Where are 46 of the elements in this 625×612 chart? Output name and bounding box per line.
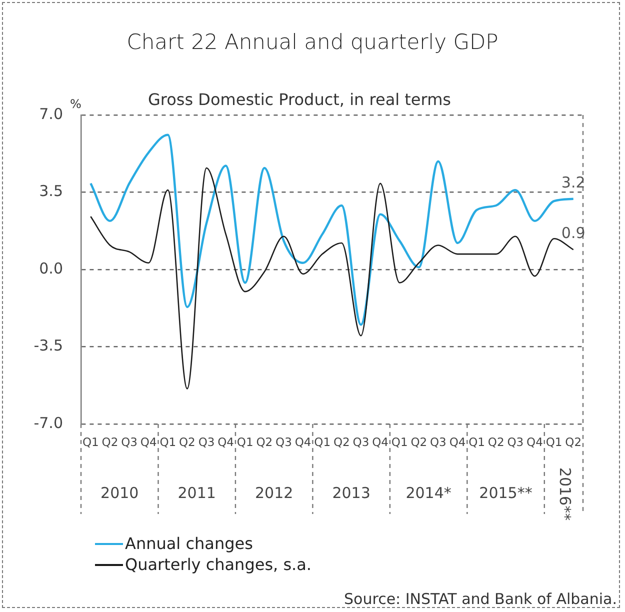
- text: 2014*: [406, 484, 452, 502]
- text: 2011: [178, 484, 216, 502]
- x-tick-label: Q3: [430, 434, 446, 449]
- y-tick-label: -3.5: [34, 336, 63, 355]
- text: 2013: [332, 484, 370, 502]
- text: 2012: [254, 484, 294, 502]
- legend-label: Annual changes: [125, 534, 253, 553]
- x-tick-label: Q1: [468, 434, 485, 449]
- y-tick-label: 3.5: [39, 182, 63, 200]
- x-tick-label: Q1: [236, 434, 254, 449]
- text: 2016**: [556, 467, 574, 522]
- y-tick-label: 7.0: [39, 104, 63, 123]
- x-tick-label: Q4: [218, 434, 234, 449]
- x-tick-label: Q1: [160, 434, 176, 449]
- x-tick-label: Q4: [449, 434, 466, 449]
- text: 2010: [100, 484, 139, 502]
- source-note: Source: INSTAT and Bank of Albania.: [344, 590, 617, 608]
- x-tick-label: Q4: [140, 434, 157, 449]
- y-axis-title: %: [70, 97, 82, 111]
- x-tick-label: Q1: [82, 434, 99, 449]
- legend-label: Quarterly changes, s.a.: [125, 555, 312, 574]
- x-tick-label: Q3: [121, 434, 138, 449]
- x-tick-label: Q3: [352, 434, 370, 449]
- x-tick-label: Q2: [333, 434, 350, 449]
- x-tick-label: Q4: [526, 434, 543, 449]
- x-tick-label: Q1: [391, 434, 408, 449]
- text: 2015**: [479, 484, 533, 502]
- chart-title: Chart 22 Annual and quarterly GDP: [126, 30, 500, 54]
- x-tick-label: Q1: [546, 434, 562, 449]
- x-tick-label: Q2: [565, 434, 582, 449]
- x-tick-label: Q3: [276, 434, 292, 449]
- data-label: 3.2: [561, 173, 586, 192]
- chart-subtitle: Gross Domestic Product, in real terms: [148, 90, 451, 109]
- x-tick-label: Q4: [294, 434, 312, 449]
- x-tick-label: Q2: [410, 434, 428, 449]
- x-tick-label: Q2: [488, 434, 504, 449]
- x-tick-label: Q2: [256, 434, 273, 449]
- x-tick-label: Q1: [314, 434, 331, 449]
- data-label: 0.9: [561, 224, 586, 242]
- y-tick-label: 0.0: [39, 259, 63, 278]
- x-tick-label: Q2: [102, 434, 118, 449]
- x-tick-label: Q4: [372, 434, 388, 449]
- y-tick-label: -7.0: [34, 414, 63, 432]
- x-tick-label: Q3: [198, 434, 215, 449]
- x-tick-label: Q2: [179, 434, 196, 449]
- x-tick-label: Q3: [507, 434, 524, 449]
